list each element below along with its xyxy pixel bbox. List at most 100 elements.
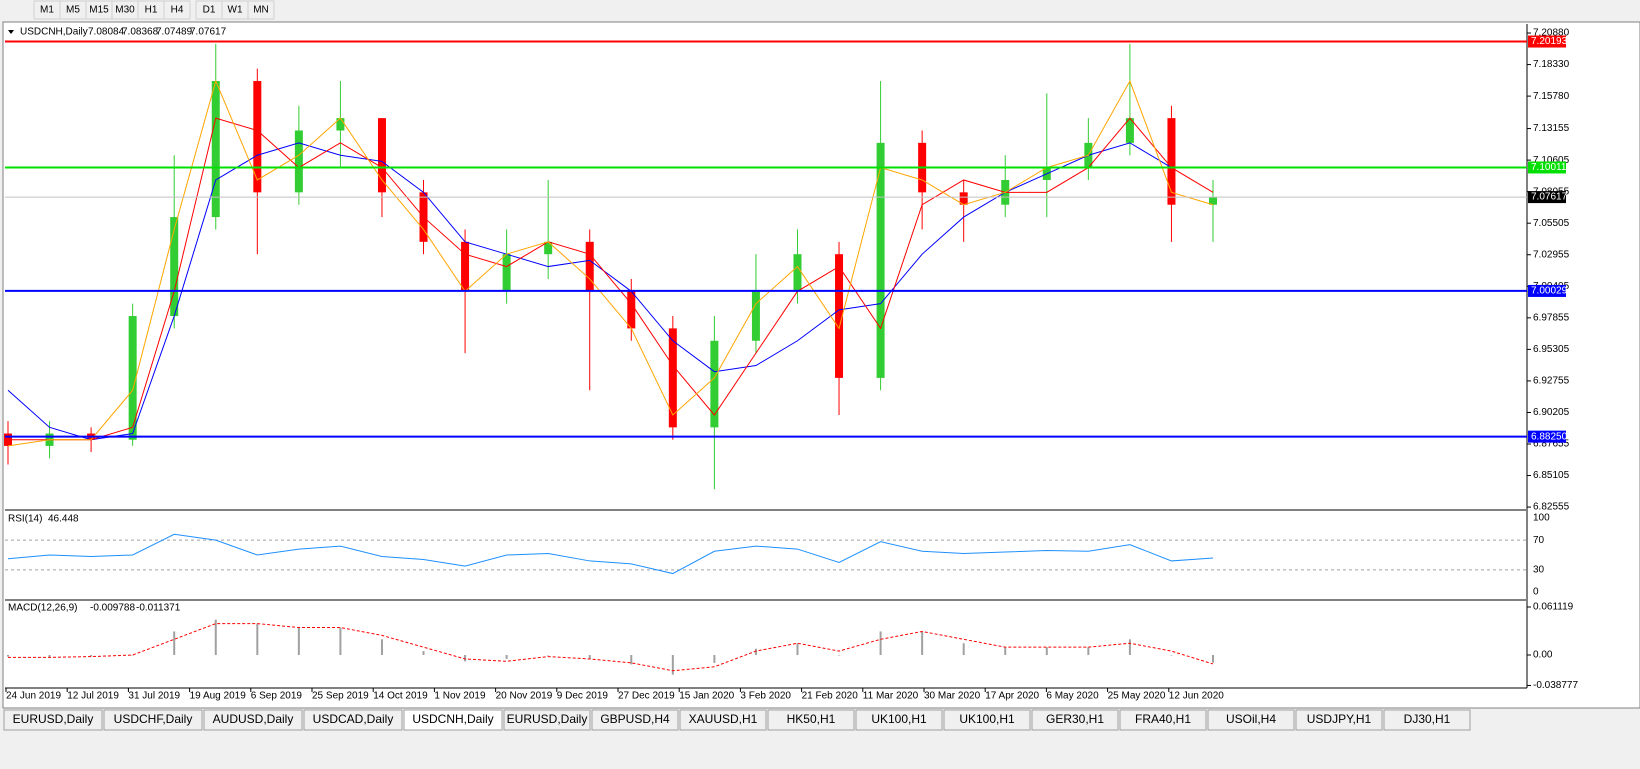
- candle-body: [627, 291, 636, 329]
- macd-main: -0.009788: [90, 603, 135, 614]
- x-tick-label: 19 Aug 2019: [190, 691, 247, 702]
- tab[interactable]: [103, 709, 203, 731]
- timeframe-label[interactable]: W1: [228, 5, 243, 16]
- macd-bar: [630, 655, 633, 665]
- macd-bar: [7, 655, 9, 657]
- tab-label[interactable]: XAUUSD,H1: [689, 712, 758, 726]
- tab-label[interactable]: UK100,H1: [871, 712, 927, 726]
- candle-body: [253, 81, 262, 193]
- macd-bar: [838, 655, 841, 656]
- y-tick-label: 7.20880: [1533, 28, 1570, 39]
- candle-body: [1209, 197, 1217, 205]
- tab[interactable]: [591, 709, 679, 731]
- timeframe-label[interactable]: M30: [115, 5, 135, 16]
- candle-body: [461, 241, 470, 292]
- candle-body: [544, 241, 553, 255]
- y-tick-label: 6.82555: [1533, 502, 1570, 513]
- timeframe-label[interactable]: M1: [40, 5, 54, 16]
- timeframe-label[interactable]: M15: [89, 5, 109, 16]
- timeframe-label[interactable]: H1: [145, 5, 158, 16]
- tab-label[interactable]: USDCAD,Daily: [313, 712, 394, 726]
- tab[interactable]: [303, 709, 403, 731]
- candle-body: [668, 328, 677, 428]
- tab-label[interactable]: AUDUSD,Daily: [213, 712, 294, 726]
- tab-label[interactable]: USDCNH,Daily: [412, 712, 493, 726]
- current-price-box: [1528, 191, 1566, 204]
- timeframe-label[interactable]: D1: [203, 5, 216, 16]
- tab-label[interactable]: USDCHF,Daily: [114, 712, 193, 726]
- y-tick-label: 6.90205: [1533, 407, 1570, 418]
- y-tick-label: 6.97855: [1533, 312, 1570, 323]
- tab-label[interactable]: EURUSD,Daily: [507, 712, 588, 726]
- tab[interactable]: [403, 709, 503, 731]
- tab[interactable]: [1383, 709, 1471, 731]
- x-tick-label: 17 Apr 2020: [985, 691, 1039, 702]
- macd-bar: [962, 643, 965, 656]
- tab[interactable]: [943, 709, 1031, 731]
- macd-bar: [796, 643, 799, 656]
- line-price-box: [1528, 161, 1566, 174]
- tab[interactable]: [1295, 709, 1383, 731]
- x-tick-label: 27 Dec 2019: [618, 691, 675, 702]
- macd-bar: [297, 627, 300, 656]
- tab-label[interactable]: USOil,H4: [1226, 712, 1276, 726]
- candle-body: [170, 217, 179, 317]
- timeframe-label[interactable]: M5: [66, 5, 80, 16]
- candle-body: [294, 130, 303, 193]
- tab-label[interactable]: GER30,H1: [1046, 712, 1104, 726]
- timeframe-label[interactable]: MN: [253, 5, 269, 16]
- macd-bar: [380, 639, 383, 656]
- macd-bar: [671, 655, 674, 675]
- tab-label[interactable]: HK50,H1: [787, 712, 836, 726]
- rsi-tick-label: 0: [1533, 587, 1539, 598]
- x-tick-label: 6 May 2020: [1046, 691, 1099, 702]
- macd-bar: [713, 655, 716, 663]
- tab[interactable]: [1207, 709, 1295, 731]
- macd-bar: [505, 655, 508, 659]
- tab-label[interactable]: FRA40,H1: [1135, 712, 1191, 726]
- tab-label[interactable]: EURUSD,Daily: [13, 712, 94, 726]
- candle-body: [751, 291, 760, 341]
- candle-body: [876, 142, 885, 378]
- y-tick-label: 7.18330: [1533, 59, 1570, 70]
- y-tick-label: 6.95305: [1533, 344, 1570, 355]
- tab[interactable]: [3, 709, 103, 731]
- tab[interactable]: [1031, 709, 1119, 731]
- macd-bar: [1170, 655, 1173, 656]
- x-tick-label: 20 Nov 2019: [496, 691, 553, 702]
- tab[interactable]: [203, 709, 303, 731]
- tab[interactable]: [1119, 709, 1207, 731]
- tab-label[interactable]: UK100,H1: [959, 712, 1015, 726]
- timeframe-button[interactable]: [163, 0, 191, 20]
- x-tick-label: 31 Jul 2019: [128, 691, 180, 702]
- x-tick-label: 14 Oct 2019: [373, 691, 428, 702]
- line-price-label: 7.00029: [1531, 286, 1568, 297]
- tab[interactable]: [679, 709, 767, 731]
- x-tick-label: 25 May 2020: [1108, 691, 1166, 702]
- ohlc-value: 7.07489: [156, 27, 193, 38]
- candle-body: [336, 118, 345, 131]
- dropdown-arrow: [8, 30, 14, 34]
- tab[interactable]: [767, 709, 855, 731]
- tab[interactable]: [855, 709, 943, 731]
- candle-body: [1167, 118, 1176, 205]
- macd-bar: [921, 631, 924, 656]
- timeframe-button[interactable]: [247, 0, 275, 20]
- current-price-label: 7.07617: [1531, 192, 1568, 203]
- tab-label[interactable]: DJ30,H1: [1404, 712, 1451, 726]
- macd-bar: [547, 655, 550, 656]
- macd-bar: [1004, 647, 1007, 656]
- tab-label[interactable]: USDJPY,H1: [1307, 712, 1372, 726]
- x-tick-label: 3 Feb 2020: [740, 691, 791, 702]
- macd-bar: [1045, 647, 1048, 656]
- macd-bar: [339, 627, 342, 656]
- tab-label[interactable]: GBPUSD,H4: [600, 712, 670, 726]
- line-price-box: [1528, 284, 1566, 297]
- line-price-label: 7.10011: [1531, 162, 1567, 173]
- candle-body: [959, 192, 968, 205]
- macd-bar: [422, 651, 425, 656]
- tab[interactable]: [503, 709, 591, 731]
- candle-body: [1125, 118, 1134, 143]
- timeframe-label[interactable]: H4: [171, 5, 184, 16]
